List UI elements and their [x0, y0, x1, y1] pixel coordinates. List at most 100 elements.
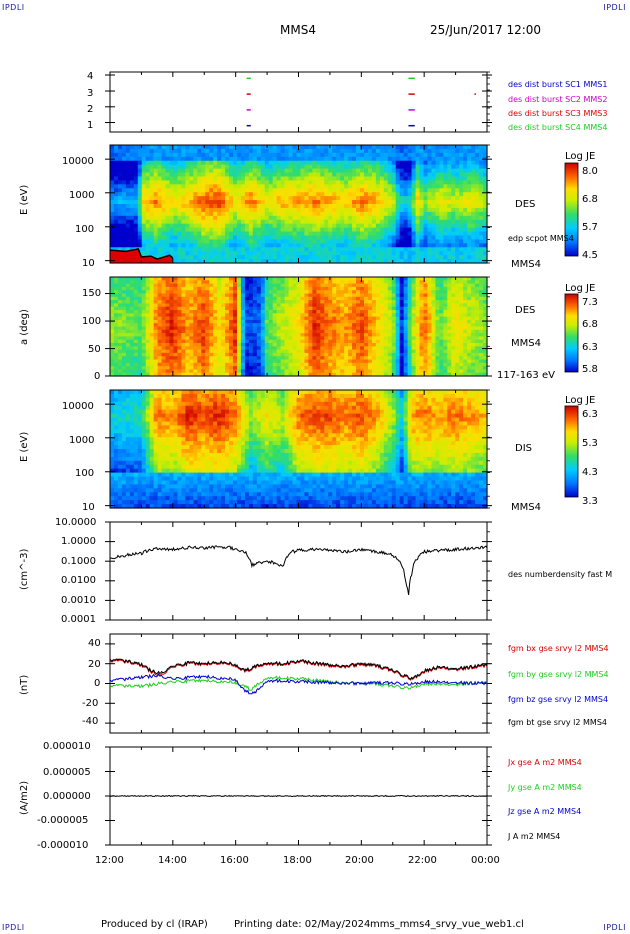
spectrogram-cell [439, 207, 444, 213]
spectrogram-cell [256, 313, 262, 318]
spectrogram-cell [173, 310, 179, 314]
spectrogram-cell [332, 255, 337, 260]
spectrogram-cell [471, 255, 476, 260]
spectrogram-cell [431, 196, 437, 201]
spectrogram-cell [344, 283, 349, 288]
spectrogram-cell [276, 362, 282, 367]
spectrogram-cell [387, 352, 393, 357]
spectrogram-cell [455, 160, 460, 166]
spectrogram-cell [439, 204, 444, 209]
spectrogram-cell [141, 215, 147, 221]
spectrogram-cell [475, 223, 480, 229]
spectrogram-cell [300, 356, 306, 361]
spectrogram-cell [316, 188, 321, 193]
spectrogram-cell [435, 145, 440, 150]
spectrogram-cell [141, 164, 147, 170]
spectrogram-cell [367, 251, 373, 256]
spectrogram-cell [113, 207, 119, 213]
spectrogram-cell [399, 176, 405, 181]
spectrogram-cell [272, 310, 278, 314]
spectrogram-cell [471, 172, 476, 178]
spectrogram-cell [129, 227, 135, 233]
spectrogram-cell [447, 200, 452, 205]
spectrogram-cell [344, 180, 349, 185]
spectrogram-cell [185, 349, 190, 354]
spectrogram-cell [340, 283, 345, 288]
spectrogram-cell [201, 231, 206, 237]
spectrogram-cell [153, 293, 159, 298]
spectrogram-cell [316, 164, 321, 170]
spectrogram-cell [197, 356, 202, 361]
spectrogram-cell [149, 306, 155, 311]
spectrogram-cell [197, 188, 202, 193]
spectrogram-cell [371, 259, 377, 264]
spectrogram-cell [145, 343, 151, 347]
spectrogram-cell [225, 192, 230, 197]
spectrogram-cell [371, 192, 377, 197]
spectrogram-cell [225, 176, 230, 181]
spectrogram-cell [367, 235, 373, 240]
spectrogram-cell [375, 306, 381, 311]
spectrogram-cell [324, 200, 329, 205]
spectrogram-cell [336, 211, 341, 217]
spectrogram-cell [419, 196, 425, 201]
spectrogram-cell [189, 172, 194, 178]
spectrogram-cell [141, 223, 147, 229]
spectrogram-cell [467, 211, 472, 217]
spectrogram-cell [308, 277, 313, 281]
spectrogram-cell [173, 339, 179, 344]
spectrogram-cell [288, 286, 294, 291]
spectrogram-cell [121, 204, 127, 209]
spectrogram-cell [360, 259, 365, 264]
spectrogram-cell [240, 280, 246, 285]
spectrogram-cell [125, 239, 131, 244]
spectrogram-cell [375, 313, 381, 318]
spectrogram-cell [423, 251, 429, 256]
spectrogram-cell [344, 372, 349, 377]
spectrogram-cell [125, 283, 131, 288]
spectrogram-cell [145, 148, 151, 154]
spectrogram-cell [419, 152, 425, 158]
spectrogram-cell [375, 323, 381, 328]
spectrogram-cell [316, 227, 321, 233]
spectrogram-cell [443, 184, 448, 189]
spectrogram-cell [300, 329, 306, 334]
spectrogram-cell [455, 251, 460, 256]
spectrogram-cell [197, 207, 202, 213]
spectrogram-cell [233, 168, 238, 174]
spectrogram-cell [205, 296, 210, 301]
spectrogram-cell [161, 290, 167, 295]
spectrogram-cell [137, 310, 143, 314]
spectrogram-cell [165, 168, 171, 174]
spectrogram-cell [229, 277, 234, 281]
spectrogram-cell [435, 227, 440, 233]
spectrogram-cell [201, 152, 206, 158]
spectrogram-cell [304, 366, 310, 370]
spectrogram-cell [375, 188, 381, 193]
spectrogram-cell [121, 306, 127, 311]
spectrogram-cell [252, 243, 258, 248]
spectrogram-cell [443, 231, 448, 237]
spectrogram-cell [427, 164, 433, 170]
spectrogram-cell [304, 296, 310, 301]
spectrogram-cell [475, 196, 480, 201]
spectrogram-cell [169, 204, 175, 209]
spectrogram-cell [225, 200, 230, 205]
spectrogram-cell [276, 277, 282, 281]
spectrogram-cell [121, 323, 127, 328]
spectrogram-cell [443, 255, 448, 260]
spectrogram-cell [272, 280, 278, 285]
spectrogram-cell [233, 313, 238, 318]
spectrogram-cell [209, 313, 214, 318]
spectrogram-cell [217, 184, 222, 189]
spectrogram-cell [244, 316, 250, 321]
spectrogram-cell [181, 352, 186, 357]
spectrogram-cell [233, 243, 238, 248]
spectrogram-cell [117, 196, 123, 201]
spectrogram-cell [360, 300, 365, 304]
spectrogram-cell [387, 251, 393, 256]
spectrogram-cell [125, 168, 131, 174]
spectrogram-cell [379, 219, 385, 225]
spectrogram-cell [217, 188, 222, 193]
spectrogram-cell [363, 176, 369, 181]
